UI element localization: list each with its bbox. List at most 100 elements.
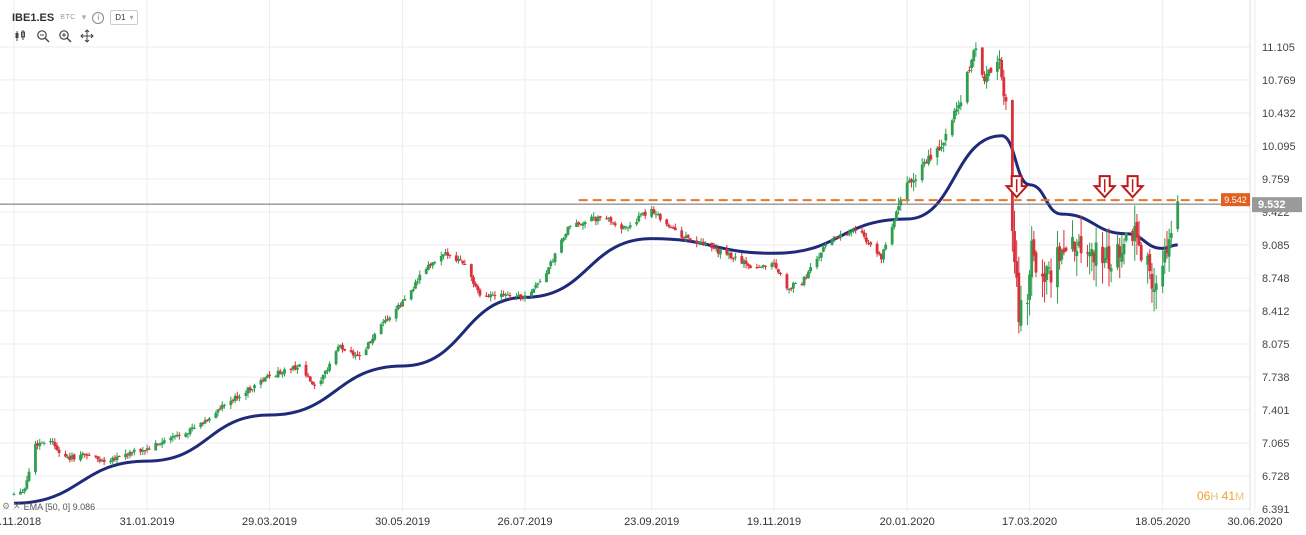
candle-body	[1060, 249, 1064, 260]
candle-body	[250, 389, 254, 391]
candle-body	[624, 226, 628, 228]
candle-body	[929, 154, 933, 160]
candle-body	[25, 480, 29, 489]
candles-type-icon[interactable]	[14, 29, 28, 43]
candle-body	[508, 295, 512, 297]
settings-icon[interactable]: ⚙	[2, 501, 11, 511]
candle-body	[744, 260, 748, 264]
candle-body	[68, 456, 72, 460]
candle-body	[79, 454, 82, 461]
zoom-in-icon[interactable]	[58, 29, 72, 43]
candle-body	[506, 294, 510, 296]
candle-body	[38, 442, 42, 447]
candle-body	[761, 265, 765, 267]
candle-body	[925, 162, 928, 164]
close-icon[interactable]: ✕	[13, 501, 21, 511]
candle-body	[791, 282, 795, 289]
candle-body	[1043, 273, 1046, 282]
candle-body	[955, 109, 958, 112]
candle-body	[864, 237, 868, 243]
chevron-down-icon[interactable]: ▾	[81, 12, 87, 22]
candle-body	[126, 454, 130, 456]
candle-body	[40, 442, 44, 444]
symbol-label[interactable]: IBE1.ES	[12, 11, 55, 24]
candle-body	[671, 227, 675, 229]
candle-body	[566, 226, 570, 235]
candle-body	[70, 455, 74, 459]
arrow-markers	[1004, 175, 1145, 199]
candle-body	[261, 379, 265, 382]
candle-body	[727, 253, 731, 256]
candle-body	[1077, 241, 1081, 246]
candle-body	[742, 260, 746, 265]
candle-body	[57, 449, 61, 453]
candle-body	[628, 225, 632, 228]
candle-body	[371, 338, 374, 344]
candle-body	[1092, 252, 1096, 263]
candle-body	[551, 261, 555, 263]
candle-body	[1148, 253, 1152, 272]
candle-body	[970, 60, 973, 69]
x-tick-label: 29.03.2019	[242, 516, 297, 528]
candle-body	[643, 211, 647, 216]
candle-body	[66, 456, 70, 458]
candle-body	[94, 455, 97, 457]
candle-body	[716, 248, 720, 254]
candle-body	[703, 244, 707, 246]
candle-body	[536, 283, 540, 285]
candle-body	[656, 213, 660, 215]
candle-body	[611, 222, 615, 224]
candle-body	[822, 247, 825, 252]
candle-body	[274, 376, 278, 378]
info-icon[interactable]: i	[92, 11, 105, 24]
candle-body	[953, 110, 956, 120]
candle-body	[860, 230, 864, 233]
candle-body	[817, 256, 821, 259]
candle-body	[364, 349, 368, 356]
last-price-tag	[1252, 197, 1302, 213]
candle-body	[169, 437, 173, 441]
candle-body	[950, 120, 954, 136]
candle-body	[914, 179, 918, 181]
candle-body	[459, 259, 462, 261]
candle-body	[409, 290, 413, 300]
candle-body	[1086, 252, 1089, 254]
candle-body	[665, 219, 669, 225]
candle-body	[669, 227, 673, 229]
candle-body	[268, 374, 271, 377]
y-tick-label: 11.105	[1262, 42, 1295, 54]
candle-body	[596, 216, 600, 222]
candle-body	[809, 267, 812, 272]
candle-body	[804, 277, 808, 279]
candle-body	[199, 422, 203, 427]
candle-body	[701, 241, 705, 245]
candle-body	[306, 375, 310, 377]
candle-body	[248, 387, 252, 391]
candle-body	[1122, 244, 1126, 255]
candle-body	[729, 252, 733, 258]
candle-body	[845, 234, 849, 236]
candle-body	[53, 442, 57, 447]
candle-body	[1049, 270, 1053, 283]
candle-body	[454, 255, 458, 261]
zoom-out-icon[interactable]	[36, 29, 50, 43]
timer-minutes: 41	[1221, 489, 1236, 503]
candle-body	[867, 242, 870, 244]
indicator-legend[interactable]: ⚙ ✕ EMA [50, 0] 9.086	[2, 501, 95, 512]
candle-body	[875, 243, 879, 254]
candle-body	[1032, 239, 1036, 256]
candle-body	[1169, 233, 1173, 239]
candle-body	[233, 396, 237, 401]
candle-body	[1094, 242, 1098, 266]
timeframe-select[interactable]: D1 ▾	[110, 10, 139, 25]
candle-body	[725, 249, 729, 255]
candle-body	[499, 293, 503, 298]
candle-body	[472, 276, 475, 284]
candle-body	[882, 249, 885, 260]
candle-body	[944, 133, 948, 141]
candle-body	[534, 284, 538, 288]
candle-body	[319, 380, 323, 385]
candle-body	[1088, 251, 1092, 257]
crosshair-icon[interactable]	[80, 29, 94, 43]
